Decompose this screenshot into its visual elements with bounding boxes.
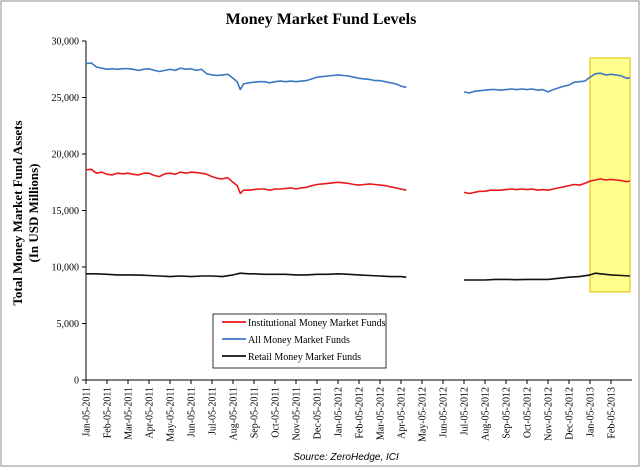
y-tick-label: 5,000 <box>57 319 80 330</box>
y-tick-label: 30,000 <box>52 37 80 48</box>
chart-title: Money Market Fund Levels <box>226 11 417 28</box>
x-tick-label: May-05-2011 <box>166 387 177 442</box>
legend-label: All Money Market Funds <box>248 335 350 346</box>
x-tick-label: Nov-05-2012 <box>544 387 555 441</box>
x-tick-label: Jul-05-2011 <box>208 387 219 435</box>
x-tick-label: Aug-05-2012 <box>481 387 492 441</box>
x-tick-labels: Jan-05-2011 Feb-05-2011 Mar-05-2011 Apr-05-… <box>82 387 618 442</box>
legend-label: Institutional Money Market Funds <box>248 318 386 329</box>
axes <box>82 40 632 384</box>
x-tick-label: Aug-05-2011 <box>229 387 240 441</box>
x-tick-label: Jun-05-2011 <box>187 387 198 437</box>
x-tick-label: Jul-05-2012 <box>460 387 471 435</box>
x-tick-label: Oct-05-2011 <box>271 387 282 438</box>
series-lines <box>85 62 631 281</box>
source-note: Source: ZeroHedge, ICI <box>293 452 399 463</box>
x-tick-label: Jan-05-2011 <box>82 387 93 437</box>
series-line-1-segment-1 <box>85 168 407 195</box>
legend-label: Retail Money Market Funds <box>248 352 361 363</box>
series-line-3-segment-1 <box>86 272 407 278</box>
x-tick-label: Dec-05-2012 <box>565 387 576 440</box>
y-axis-label: Total Money Market Fund Assets (In USD M… <box>10 120 41 305</box>
x-tick-label: Oct-05-2012 <box>523 387 534 438</box>
y-tick-label: 25,000 <box>52 93 80 104</box>
legend-box <box>212 313 387 369</box>
series-line-1-segment-2 <box>463 178 631 195</box>
y-tick-label: 0 <box>74 376 79 387</box>
x-tick-label: Sep-05-2012 <box>502 387 513 439</box>
highlight-band <box>589 57 631 293</box>
y-axis-label-line1: Total Money Market Fund Assets <box>10 120 25 305</box>
x-tick-label: Feb-05-2012 <box>355 387 366 439</box>
legend-entries: Institutional Money Market Funds All Mone… <box>222 318 386 363</box>
y-tick-labels: 0 5,000 10,000 15,000 20,000 25,000 30,000 <box>52 37 80 387</box>
x-tick-label: May-05-2012 <box>418 387 429 442</box>
x-tick-label: Feb-05-2011 <box>103 387 114 438</box>
x-tick-label: Sep-05-2011 <box>250 387 261 438</box>
x-tick-label: Mar-05-2011 <box>124 387 135 440</box>
x-tick-label: Dec-05-2011 <box>313 387 324 439</box>
y-tick-label: 15,000 <box>52 206 80 217</box>
x-tick-label: Apr-05-2012 <box>397 387 408 439</box>
legend: Institutional Money Market Funds All Mone… <box>212 313 387 369</box>
y-axis-label-line2: (In USD Millions) <box>26 164 41 263</box>
x-tick-label: Jun-05-2012 <box>439 387 450 438</box>
x-tick-label: Apr-05-2011 <box>145 387 156 439</box>
y-tick-label: 10,000 <box>52 263 80 274</box>
x-tick-label: Nov-05-2011 <box>292 387 303 441</box>
series-line-2-segment-2 <box>463 72 631 94</box>
x-tick-label: Feb-05-2013 <box>607 387 618 439</box>
x-tick-label: Jan-05-2012 <box>334 387 345 437</box>
highlight-layer <box>589 57 631 293</box>
series-line-2-segment-1 <box>85 62 407 91</box>
y-tick-label: 20,000 <box>52 150 80 161</box>
series-line-3-segment-2 <box>464 272 630 281</box>
x-tick-label: Mar-05-2012 <box>376 387 387 440</box>
x-tick-label: Jan-05-2013 <box>586 387 597 437</box>
